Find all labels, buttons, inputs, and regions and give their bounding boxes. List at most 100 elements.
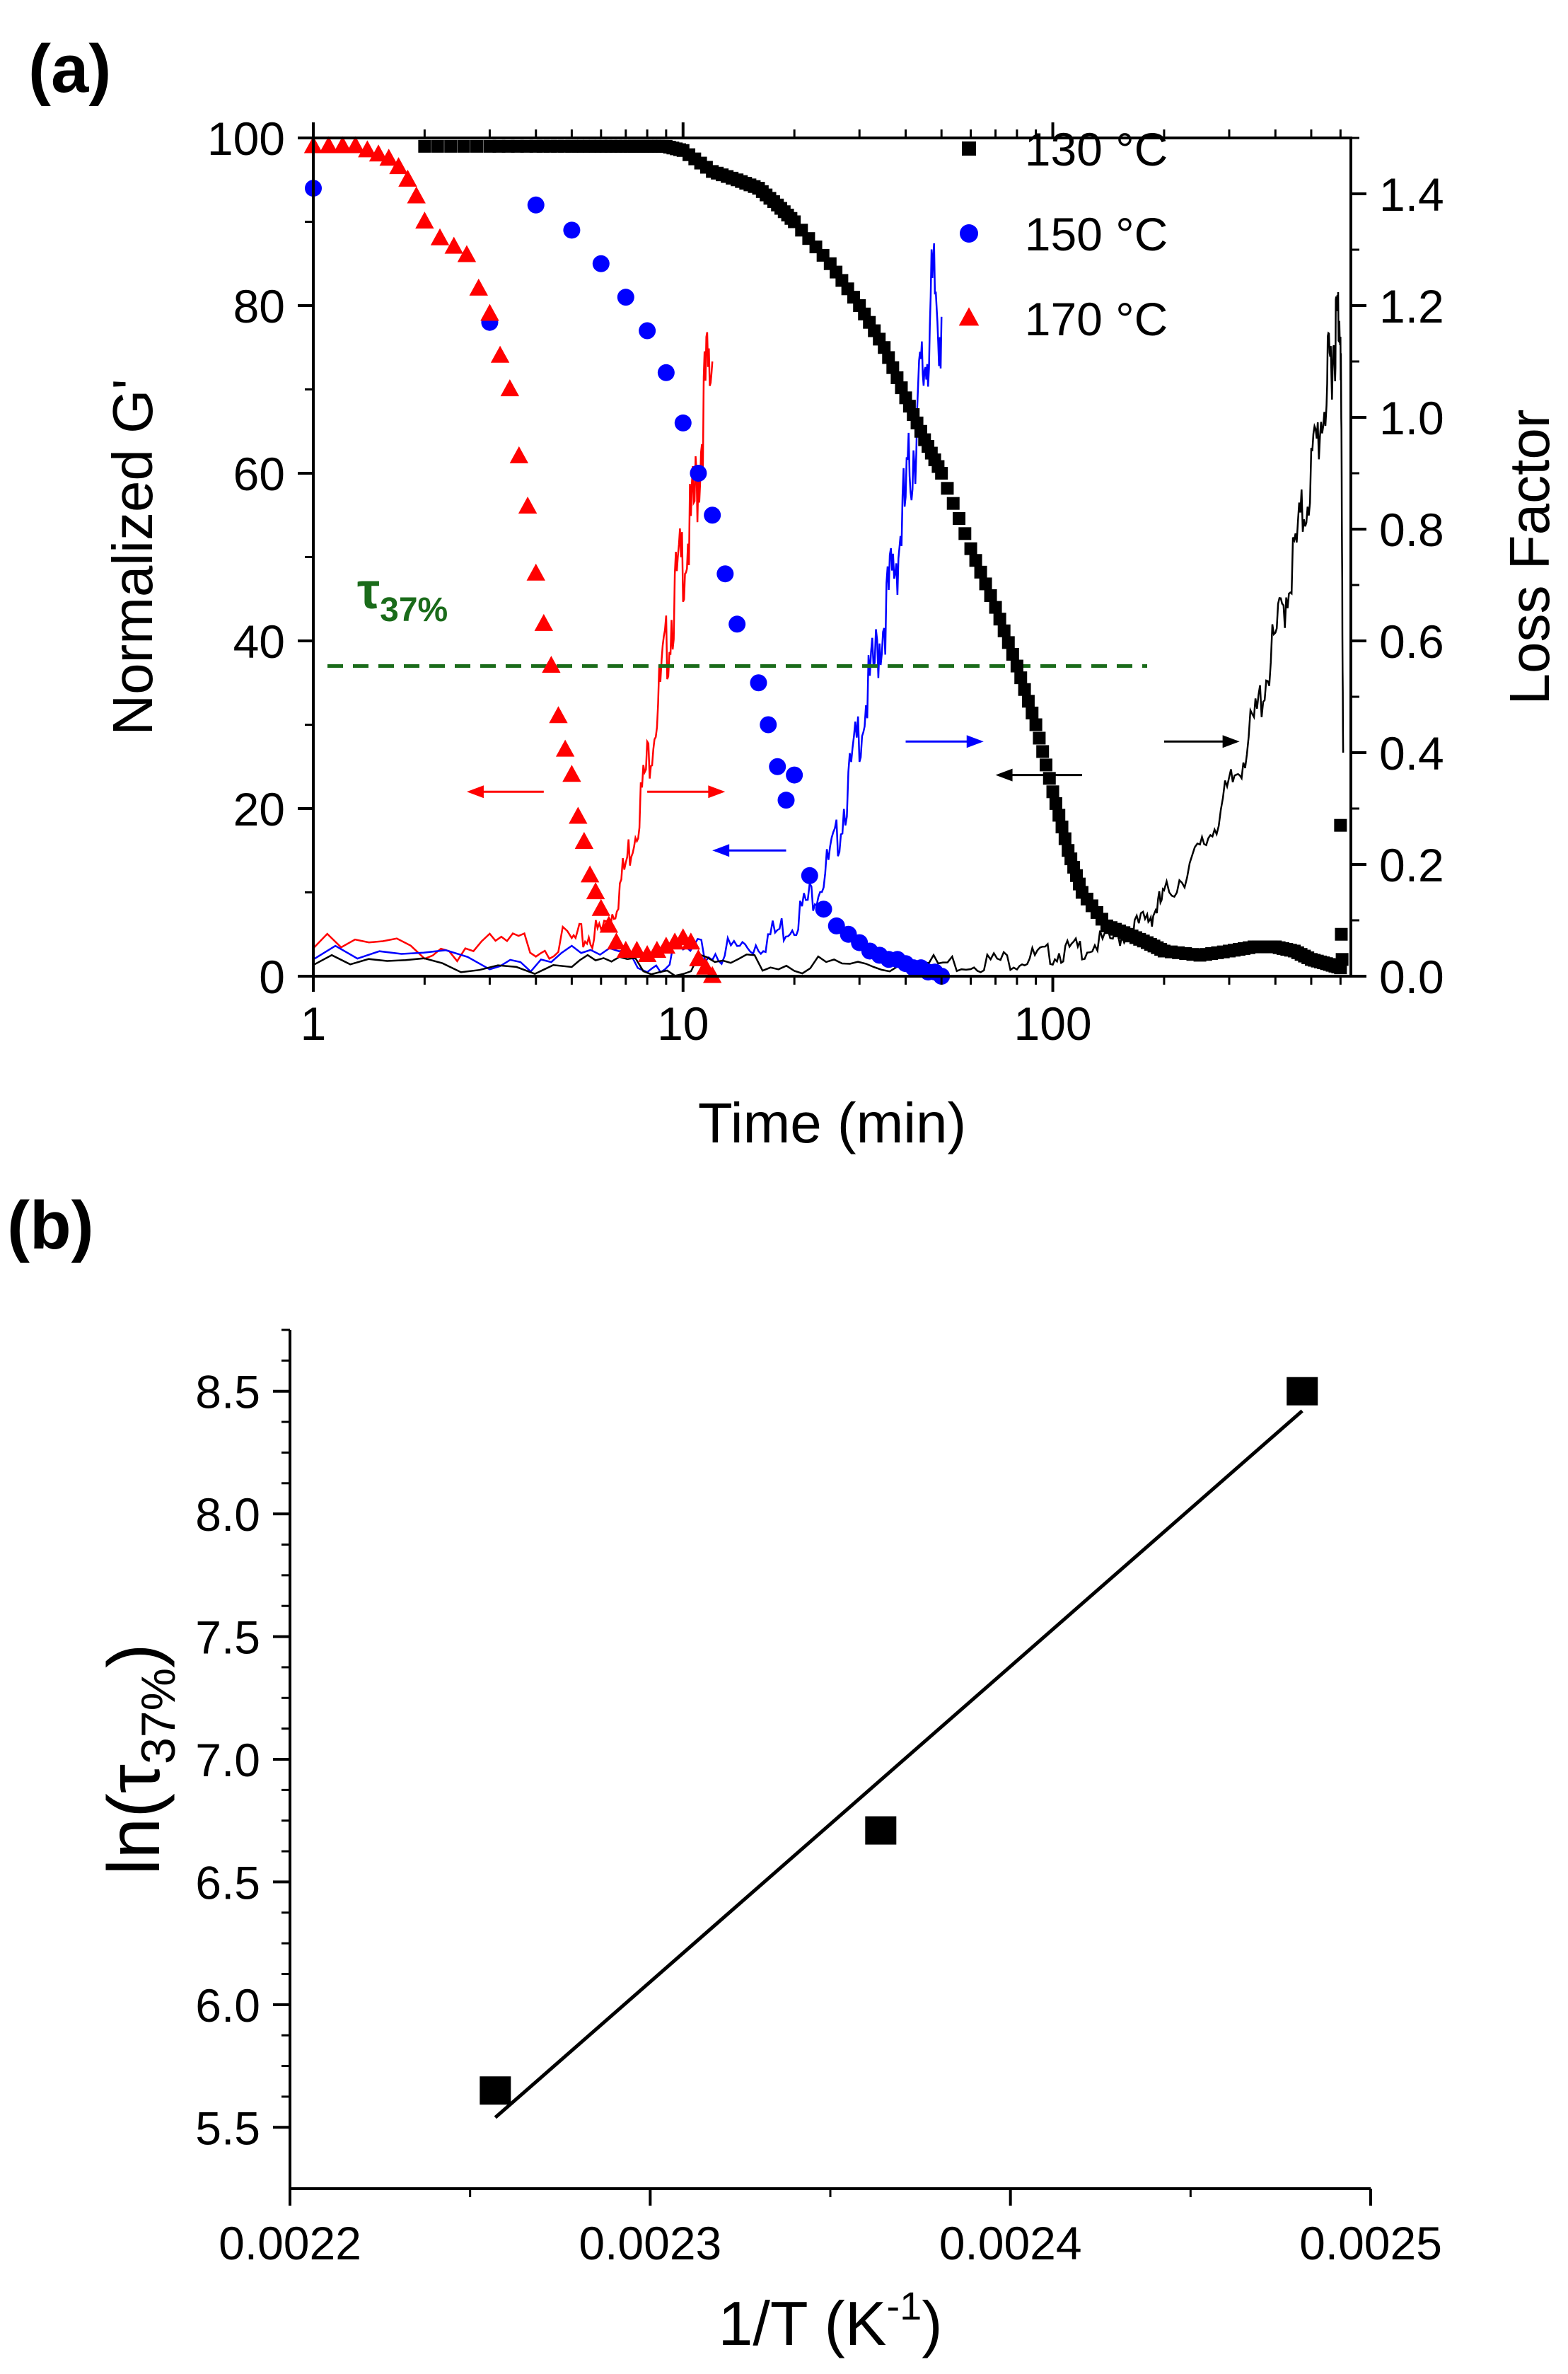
fit-line: [494, 1409, 1303, 2119]
data-point-130C: [1335, 953, 1349, 966]
data-point-150C: [657, 364, 675, 381]
x-axis-label-b-end: ): [922, 2288, 942, 2358]
y-tick-label: 20: [233, 783, 285, 835]
loss-factor-line: [313, 332, 714, 963]
x-axis-label-b: 1/T (K-1): [718, 2283, 942, 2358]
axis-arrow-head: [995, 768, 1013, 782]
data-point-170C: [500, 379, 520, 397]
legend-label: 170 °C: [1025, 293, 1168, 345]
data-point-130C: [1006, 647, 1019, 661]
y-tick-label-b: 7.5: [195, 1611, 260, 1664]
data-point-130C: [878, 341, 891, 354]
data-point-130C: [946, 497, 960, 510]
data-point-150C: [786, 766, 803, 784]
data-point-170C: [627, 941, 646, 959]
data-point-130C: [895, 381, 908, 395]
axis-arrow-head: [1222, 735, 1240, 748]
data-point-130C: [1058, 832, 1072, 845]
y-axis-label-b-end: ): [93, 1643, 175, 1668]
axis-arrows: [466, 735, 1240, 857]
data-point-150C: [527, 196, 545, 214]
legend-label: 130 °C: [1025, 123, 1168, 175]
data-point-130C: [1052, 809, 1066, 822]
legend-marker: [958, 307, 980, 326]
data-point-130C: [1026, 706, 1039, 719]
data-point-170C: [358, 140, 377, 158]
x-tick-label-b: 0.0024: [939, 2217, 1082, 2269]
data-point-130C: [964, 542, 977, 555]
y-tick-label-b: 6.5: [195, 1856, 260, 1909]
x-axis-label-b-sup: -1: [886, 2283, 922, 2328]
data-point-170C: [319, 136, 338, 154]
tau37-symbol: τ: [357, 563, 380, 620]
y-tick-label-b: 6.0: [195, 1979, 260, 2032]
modulus-markers: [303, 136, 1349, 985]
y-tick-label: 80: [233, 280, 285, 332]
data-point-130C: [1055, 821, 1069, 834]
y2-axis-label: Loss Factor: [1498, 410, 1561, 705]
data-point-square: [1287, 1377, 1318, 1406]
data-point-170C: [457, 245, 477, 262]
data-point-130C: [941, 482, 954, 495]
data-point-130C: [1335, 927, 1348, 941]
data-point-150C: [801, 867, 818, 884]
data-point-130C: [1334, 818, 1347, 832]
data-point-130C: [1036, 745, 1050, 758]
data-point-170C: [562, 765, 581, 782]
data-point-170C: [569, 806, 588, 824]
data-point-130C: [1039, 758, 1052, 772]
y2-tick-label: 0.6: [1379, 615, 1444, 668]
legend-label: 150 °C: [1025, 208, 1168, 260]
data-point-130C: [984, 589, 997, 603]
y-tick-label-b: 8.0: [195, 1488, 260, 1541]
x-axis-label-b-main: 1/T (K: [718, 2288, 886, 2358]
legend-marker: [962, 141, 976, 156]
data-point-170C: [430, 228, 450, 245]
data-point-170C: [689, 949, 708, 966]
data-point-150C: [760, 716, 777, 734]
panel-b-label: (b): [7, 1188, 94, 1263]
loss-factor-line: [313, 243, 943, 974]
data-point-170C: [509, 446, 529, 463]
data-point-150C: [769, 758, 786, 775]
data-point-170C: [490, 345, 510, 363]
data-point-130C: [1029, 718, 1043, 731]
data-point-130C: [969, 554, 982, 567]
data-point-150C: [617, 289, 634, 306]
data-point-170C: [580, 865, 600, 883]
data-point-150C: [639, 322, 656, 340]
y2-tick-label: 1.4: [1379, 168, 1444, 221]
panel-b: (b) 0.0022 0.0023 0.0024 0.0025 5.5 6.0 6.5 7.0…: [7, 1188, 1442, 2358]
panel-a-axes: 1 10 100 0 20 40 60 80 100 0.0 0.2 0.4 0.6 0.8 1.0 1.2 1…: [207, 112, 1444, 1050]
panel-a-label: (a): [28, 31, 111, 107]
data-point-130C: [979, 577, 992, 591]
y-axis-label: Normalized G': [101, 378, 164, 735]
panel-a: (a) 1 10 100 0 20 40 60 80 100 0.0 0.2 0.4 0.6 0.8 1.0…: [28, 31, 1561, 1154]
data-point-130C: [431, 139, 444, 153]
data-point-130C: [890, 371, 904, 384]
data-point-130C: [1033, 731, 1046, 745]
data-point-square: [480, 2076, 511, 2105]
x-tick-label: 1: [301, 997, 327, 1050]
data-point-170C: [469, 278, 488, 296]
data-point-170C: [591, 898, 610, 916]
data-point-170C: [389, 157, 408, 175]
data-point-130C: [886, 361, 900, 374]
axis-arrow-head: [708, 785, 726, 799]
x-tick-label-b: 0.0023: [579, 2217, 721, 2269]
data-point-150C: [563, 221, 581, 239]
data-point-130C: [1021, 695, 1035, 708]
panel-b-plot-area: [480, 1377, 1318, 2119]
data-point-150C: [592, 255, 610, 272]
data-point-170C: [586, 882, 605, 900]
loss-factor-line: [313, 291, 1345, 977]
data-point-150C: [690, 465, 707, 482]
data-point-170C: [398, 169, 417, 187]
axis-arrow-head: [712, 844, 730, 857]
x-tick-label-b: 0.0022: [219, 2217, 361, 2269]
data-point-170C: [444, 236, 463, 254]
y2-tick-label: 0.4: [1379, 727, 1444, 780]
x-axis-label: Time (min): [698, 1092, 966, 1154]
data-point-170C: [599, 915, 619, 933]
